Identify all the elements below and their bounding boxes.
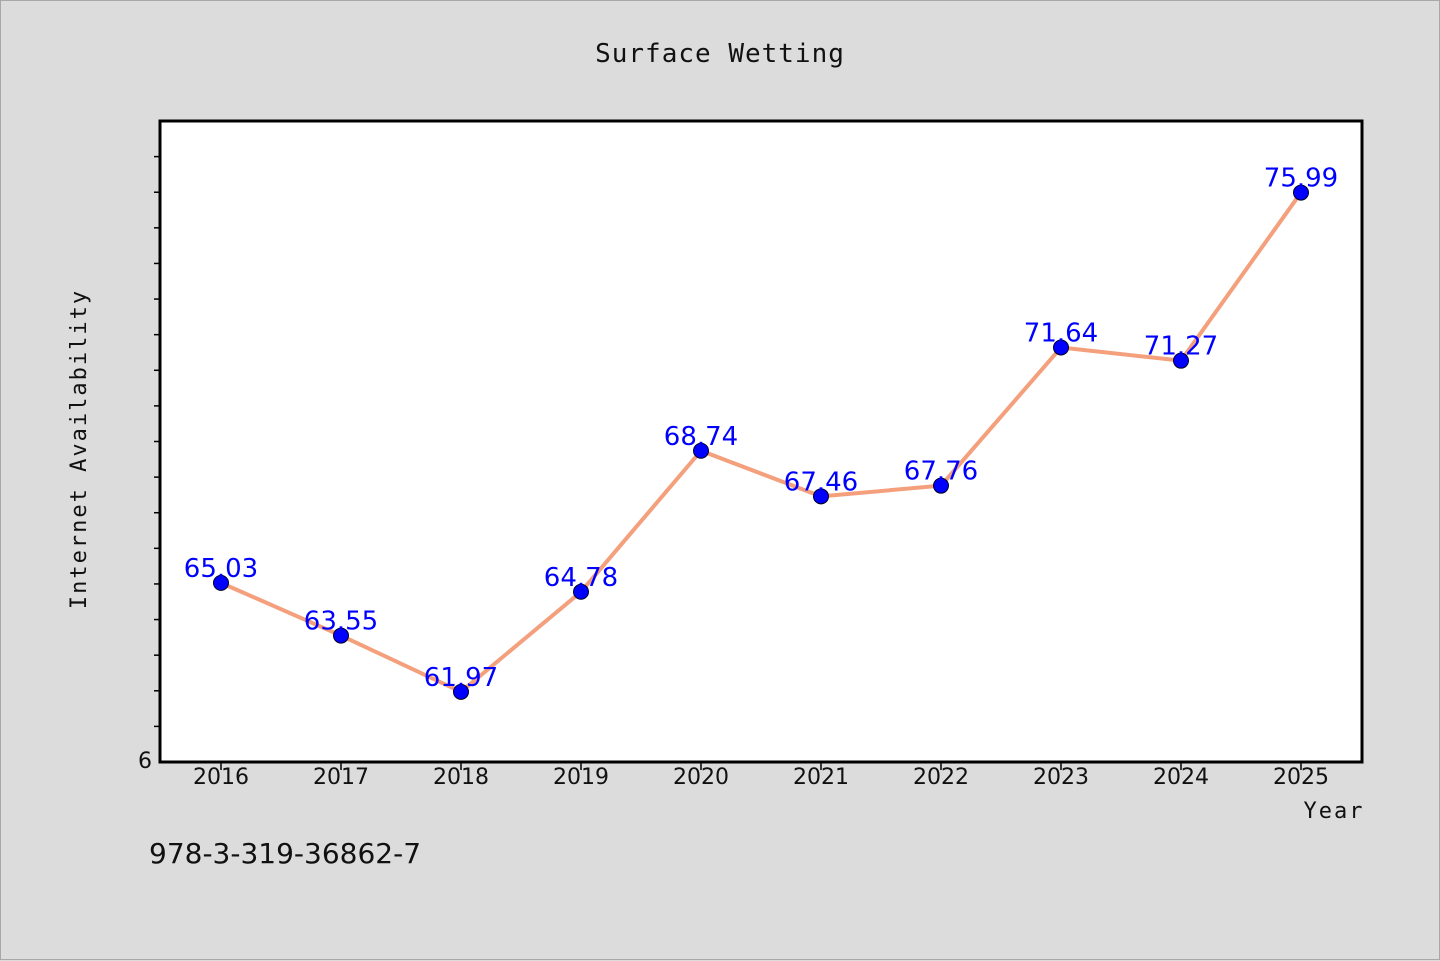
x-tick-label: 2020 — [673, 765, 729, 790]
data-markers — [213, 184, 1309, 700]
y-axis-label: Internet Availability — [67, 289, 92, 609]
data-point-marker — [333, 627, 349, 644]
data-point-marker — [693, 442, 709, 459]
data-value-label: 68.74 — [664, 422, 738, 452]
x-tick-label: 2024 — [1153, 765, 1209, 790]
data-value-label: 65.03 — [184, 554, 258, 584]
data-labels: 65.03 63.55 61.97 64.78 68.74 67.46 67.76 71.64… — [184, 164, 1338, 693]
data-value-label: 67.76 — [904, 457, 978, 487]
data-value-label: 71.64 — [1024, 318, 1098, 348]
data-value-label: 64.78 — [544, 563, 618, 593]
chart-title: Surface Wetting — [595, 39, 845, 69]
data-point-marker — [213, 574, 229, 591]
x-tick-label: 2016 — [193, 765, 249, 790]
x-tick-label: 2021 — [793, 765, 849, 790]
x-tick-label: 2019 — [553, 765, 609, 790]
x-tick-label: 2023 — [1033, 765, 1089, 790]
x-tick-label: 2017 — [313, 765, 369, 790]
data-point-marker — [813, 488, 829, 505]
data-value-label: 71.27 — [1144, 332, 1218, 362]
plot-frame — [158, 119, 1364, 764]
x-tick-label: 2018 — [433, 765, 489, 790]
series-line — [219, 190, 1303, 694]
data-point-marker — [453, 683, 469, 700]
y-tick-label: 6 — [138, 749, 152, 774]
x-axis-label: Year — [1304, 799, 1365, 824]
x-tick-label: 2025 — [1273, 765, 1329, 790]
data-point-marker — [573, 583, 589, 600]
data-value-label: 61.97 — [424, 663, 498, 693]
data-point-marker — [1053, 339, 1069, 356]
data-value-label: 67.46 — [784, 467, 858, 497]
data-point-marker — [1173, 352, 1189, 369]
x-tick-label: 2022 — [913, 765, 969, 790]
data-point-marker — [1293, 184, 1309, 201]
data-value-label: 63.55 — [304, 607, 378, 637]
data-value-label: 75.99 — [1264, 164, 1338, 194]
plot-area — [160, 121, 1362, 762]
x-axis-ticks: 2016 2017 2018 2019 2020 2021 2022 2023 2024 2025 — [193, 762, 1329, 790]
y-axis-ticks: 6 — [138, 155, 160, 774]
data-point-marker — [933, 477, 949, 494]
footnote: 978-3-319-36862-7 — [149, 837, 421, 870]
